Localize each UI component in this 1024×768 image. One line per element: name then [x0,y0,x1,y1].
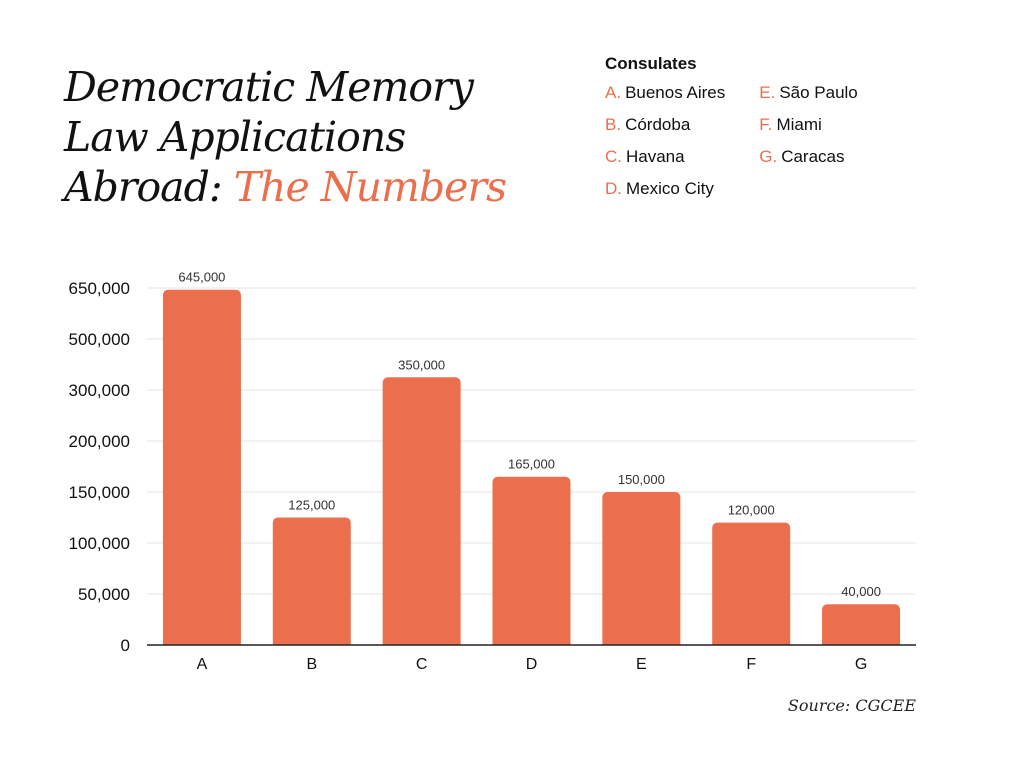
legend-item: B. Córdoba [605,114,725,146]
y-tick-label: 650,000 [69,279,130,298]
x-tick-label: E [636,656,647,673]
data-label: 125,000 [288,498,335,513]
data-label: 165,000 [508,457,555,472]
bar [272,517,351,645]
legend-item: F. Miami [759,114,858,146]
legend: Consulates A. Buenos Aires B. Córdoba C. Hava… [605,54,858,210]
x-tick-label: D [526,656,538,673]
legend-key: F. [759,115,773,134]
data-label: 645,000 [178,270,225,285]
legend-item: D. Mexico City [605,178,725,210]
bar [382,377,461,645]
bar [822,604,901,645]
data-label: 40,000 [841,584,881,599]
legend-item: G. Caracas [759,146,858,178]
data-label: 120,000 [728,503,775,518]
y-tick-label: 500,000 [69,330,130,349]
x-tick-label: F [746,656,756,673]
bar [162,289,241,645]
x-tick-label: A [197,656,208,673]
legend-item: A. Buenos Aires [605,82,725,114]
legend-item: C. Havana [605,146,725,178]
title-line-3: Abroad: The Numbers [64,162,507,212]
legend-key: C. [605,147,622,166]
y-tick-label: 50,000 [78,585,130,604]
legend-label: Córdoba [625,115,691,134]
legend-label: São Paulo [779,83,858,102]
legend-key: G. [759,147,778,166]
title-line-2: Law Applications [64,113,406,161]
x-tick-label: C [416,656,428,673]
legend-label: Mexico City [626,179,714,198]
x-tick-label: G [855,656,867,673]
data-label: 350,000 [398,357,445,372]
legend-label: Buenos Aires [625,83,726,102]
bar [602,492,681,645]
legend-label: Miami [776,115,822,134]
title-line-1: Democratic Memory [64,63,474,111]
y-tick-label: 100,000 [69,534,130,553]
y-tick-label: 200,000 [69,432,130,451]
legend-title: Consulates [605,54,697,73]
bar [712,522,791,645]
source-note: Source: CGCEE [787,696,916,715]
legend-key: A. [605,83,622,102]
legend-label: Havana [626,147,685,166]
chart-title: Democratic Memory Law Applications Abroa… [64,62,507,212]
title-prefix: Abroad: [64,163,234,211]
bar [492,476,571,645]
x-tick-label: B [306,656,317,673]
legend-key: D. [605,179,622,198]
legend-key: B. [605,115,622,134]
y-tick-label: 300,000 [69,381,130,400]
y-tick-label: 0 [121,636,130,655]
title-accent: The Numbers [233,163,507,211]
legend-item: E. São Paulo [759,82,858,114]
data-label: 150,000 [618,472,665,487]
legend-key: E. [759,83,776,102]
y-tick-label: 150,000 [69,483,130,502]
legend-label: Caracas [781,147,845,166]
